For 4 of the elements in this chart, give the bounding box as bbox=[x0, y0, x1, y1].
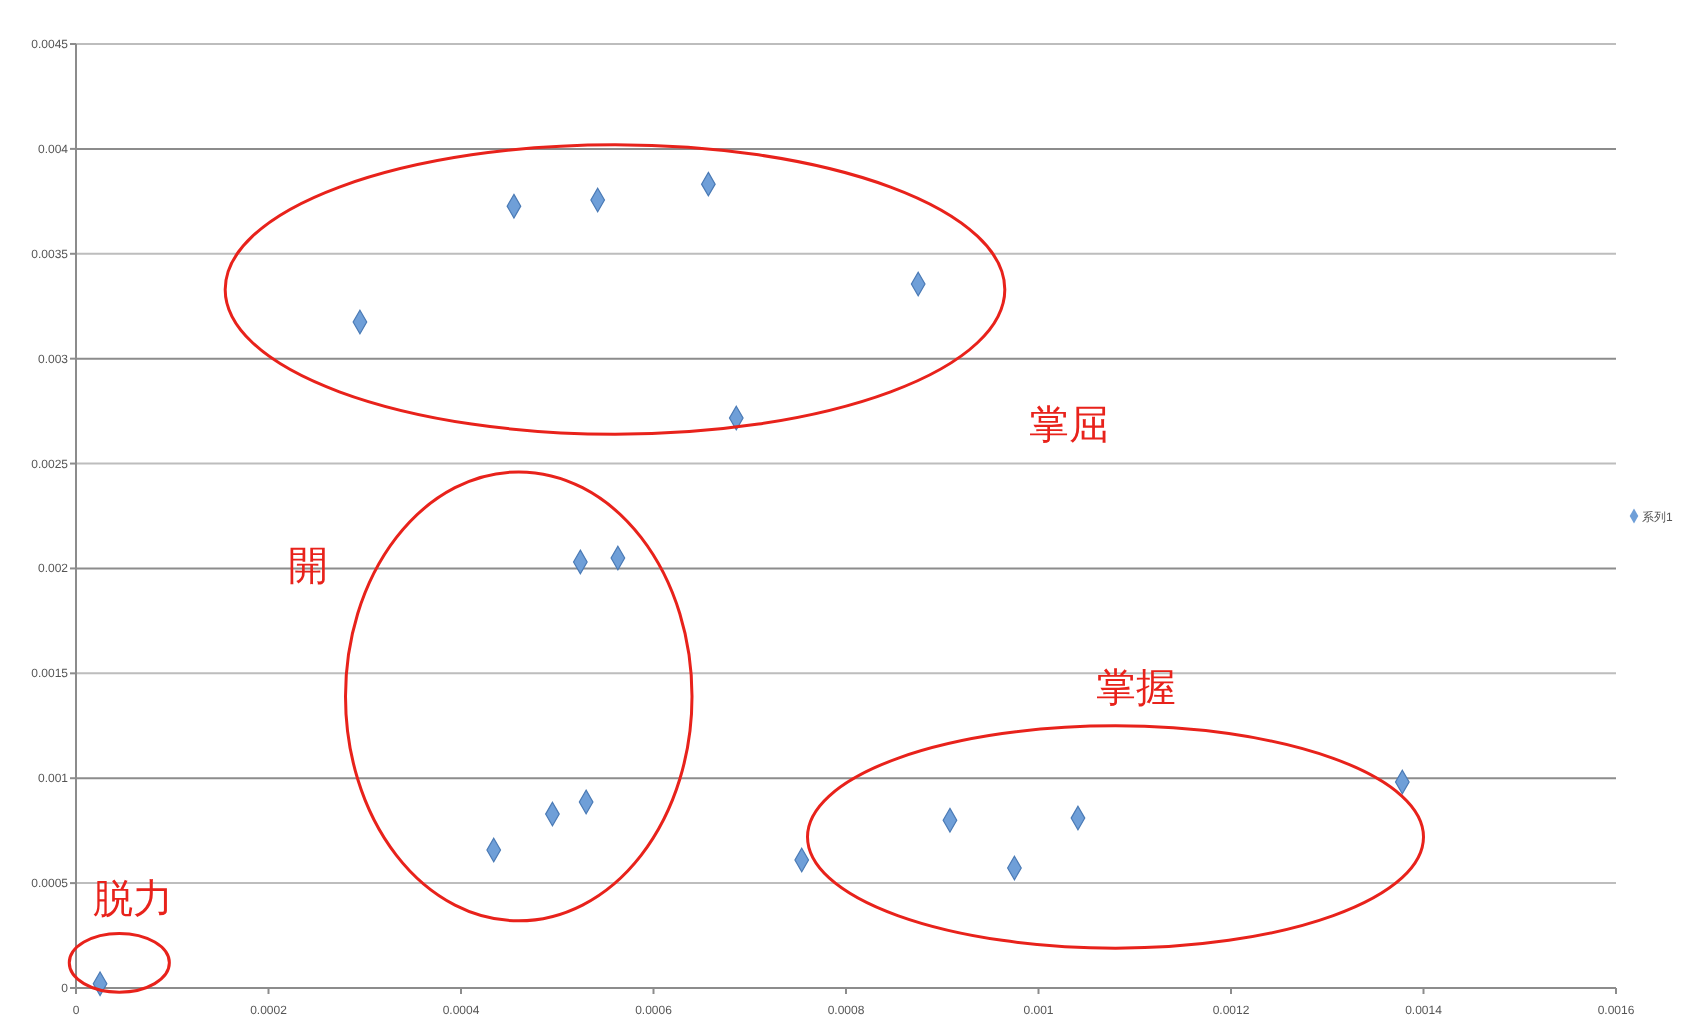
annotation: 掌握 bbox=[1096, 662, 1177, 711]
annotation: 脱力 bbox=[93, 874, 174, 923]
annotation: 掌屈 bbox=[1028, 400, 1109, 449]
annotation: 開 bbox=[287, 540, 328, 589]
